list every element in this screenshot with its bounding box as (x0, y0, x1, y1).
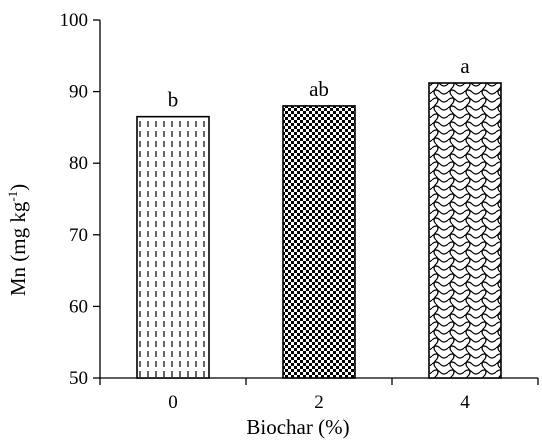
y-axis-title: Mn (mg kg-1) (5, 184, 30, 296)
x-tick-label: 4 (460, 392, 470, 413)
y-tick-label: 70 (69, 225, 88, 246)
x-axis-title: Biochar (%) (246, 415, 349, 439)
y-axis-title-text: Mn (mg kg (6, 201, 30, 296)
y-axis-title-close: ) (6, 184, 30, 191)
y-tick-label: 90 (69, 82, 88, 103)
y-tick-label: 80 (69, 153, 88, 174)
bars: b ab a (136, 54, 502, 379)
significance-label: ab (309, 77, 329, 101)
bar-0 (136, 115, 210, 379)
y-tick-label: 100 (60, 10, 89, 31)
bar-2 (282, 105, 356, 379)
y-axis: 50 60 70 80 90 100 (60, 10, 101, 389)
y-tick-label: 50 (69, 368, 88, 389)
y-axis-title-superscript: -1 (5, 191, 20, 202)
significance-label: a (460, 54, 470, 78)
x-tick-label: 2 (314, 392, 324, 413)
x-tick-label: 0 (168, 392, 178, 413)
significance-label: b (168, 88, 179, 112)
y-tick-label: 60 (69, 296, 88, 317)
bar-4 (428, 82, 502, 379)
x-axis: 0 2 4 (99, 377, 539, 413)
